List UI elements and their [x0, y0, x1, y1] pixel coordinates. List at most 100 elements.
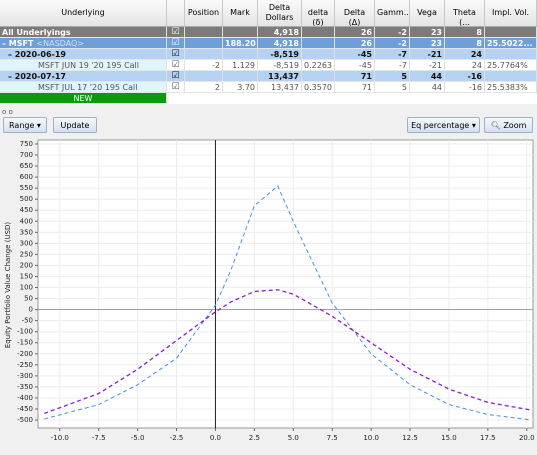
zoom-label: Zoom — [503, 121, 527, 130]
table-cell: -16 — [445, 82, 485, 93]
table-cell — [185, 27, 223, 38]
y-tick-label: -400 — [17, 394, 33, 402]
portfolio-table: Underlying Position Mark Delta Dollars delta… — [0, 0, 537, 104]
y-tick-label: 400 — [20, 217, 33, 225]
x-tick-label: -10.0 — [51, 434, 69, 442]
range-button[interactable]: Range ▾ — [3, 117, 47, 133]
plot-area — [37, 139, 534, 429]
table-cell: 24 — [445, 60, 485, 71]
update-button[interactable]: Update — [53, 117, 97, 133]
table-cell: 1.129 — [223, 60, 258, 71]
panel-handle[interactable]: o o — [2, 108, 13, 116]
header-cell: Underlying — [0, 0, 167, 27]
table-cell: 8 — [445, 27, 485, 38]
table-cell: – 2020-06-19 — [0, 49, 167, 60]
table-cell: 188.20 — [223, 38, 258, 49]
x-tick-label: 0.0 — [210, 434, 221, 442]
table-cell: -2 — [185, 60, 223, 71]
table-cell: 2 — [185, 82, 223, 93]
row-checkbox[interactable]: ☑ — [167, 82, 185, 93]
table-cell: MSFT JUL 17 '20 195 Call — [0, 82, 167, 93]
x-tick-label: 12.5 — [402, 434, 418, 442]
table-cell: NEW — [0, 93, 167, 104]
chart: Equity Portfolio Value Change (USD) -500… — [4, 139, 535, 442]
table-cell: -8,519 — [258, 49, 302, 60]
table-cell: 4,918 — [258, 27, 302, 38]
header-cell: Position — [185, 0, 223, 27]
y-tick-label: -50 — [22, 317, 33, 325]
zoom-button[interactable]: 🔍︎ Zoom — [484, 117, 533, 133]
exchange: <NASDAQ> — [36, 39, 85, 48]
table-cell: 25.5383% — [485, 82, 537, 93]
y-tick-label: 700 — [20, 151, 33, 159]
table-cell — [223, 27, 258, 38]
table-cell — [302, 71, 335, 82]
table-cell — [185, 49, 223, 60]
header-cell: delta (δ) — [302, 0, 335, 27]
table-cell: 5 — [375, 82, 410, 93]
header-cell: Impl. Vol. — [485, 0, 537, 27]
table-cell: -21 — [410, 49, 445, 60]
y-tick-label: 450 — [20, 206, 33, 214]
table-cell — [302, 27, 335, 38]
table-cell: 23 — [410, 38, 445, 49]
y-tick-label: -200 — [17, 350, 33, 358]
table-cell: 0.2263 — [302, 60, 335, 71]
table-cell: -16 — [445, 71, 485, 82]
y-tick-label: 200 — [20, 261, 33, 269]
y-tick-label: 100 — [20, 284, 33, 292]
x-tick-label: 17.5 — [480, 434, 496, 442]
table-cell: – MSFT <NASDAQ> — [0, 38, 167, 49]
table-cell — [485, 27, 537, 38]
table-cell: 5 — [375, 71, 410, 82]
header-cell: Delta Dollars — [258, 0, 302, 27]
y-tick-label: 650 — [20, 162, 33, 170]
table-cell — [302, 38, 335, 49]
x-tick-label: -2.5 — [170, 434, 184, 442]
x-tick-label: 10.0 — [363, 434, 379, 442]
table-cell: MSFT JUN 19 '20 195 Call — [0, 60, 167, 71]
table-cell: 26 — [335, 27, 375, 38]
x-tick-label: 7.5 — [327, 434, 338, 442]
table-cell: 0.3570 — [302, 82, 335, 93]
table-cell: 23 — [410, 27, 445, 38]
table-cell — [185, 38, 223, 49]
table-cell: 13,437 — [258, 71, 302, 82]
table-cell: 25.7764% — [485, 60, 537, 71]
x-tick-label: 20.0 — [519, 434, 535, 442]
y-tick-label: 300 — [20, 239, 33, 247]
table-cell — [223, 71, 258, 82]
header-cell — [167, 0, 185, 27]
y-tick-label: -350 — [17, 383, 33, 391]
row-checkbox[interactable]: ☑ — [167, 27, 185, 38]
table-cell: 24 — [445, 49, 485, 60]
y-tick-label: 500 — [20, 195, 33, 203]
header-cell: Vega — [410, 0, 445, 27]
y-tick-label: 350 — [20, 228, 33, 236]
x-tick-label: 15.0 — [441, 434, 457, 442]
table-cell: 71 — [335, 82, 375, 93]
row-checkbox[interactable]: ☑ — [167, 60, 185, 71]
table-cell: 4,918 — [258, 38, 302, 49]
header-cell: Gamm... — [375, 0, 410, 27]
x-tick-label: 2.5 — [249, 434, 260, 442]
mode-dropdown[interactable]: Eq percentage ▾ — [407, 117, 480, 133]
y-tick-label: -500 — [17, 416, 33, 424]
value-line — [44, 289, 532, 415]
y-tick-label: 550 — [20, 184, 33, 192]
table-cell — [185, 71, 223, 82]
y-tick-label: 150 — [20, 272, 33, 280]
y-tick-label: 600 — [20, 173, 33, 181]
row-checkbox[interactable]: ☑ — [167, 71, 185, 82]
zoom-icon: 🔍︎ — [490, 121, 501, 130]
table-cell: -8,519 — [258, 60, 302, 71]
y-tick-label: 250 — [20, 250, 33, 258]
header-cell: Theta (... — [445, 0, 485, 27]
row-checkbox[interactable]: ☑ — [167, 49, 185, 60]
x-tick-label: -7.5 — [92, 434, 106, 442]
y-tick-label: -250 — [17, 361, 33, 369]
x-tick-label: -5.0 — [131, 434, 145, 442]
row-checkbox[interactable]: ☑ — [167, 38, 185, 49]
y-tick-label: 0 — [29, 306, 33, 314]
